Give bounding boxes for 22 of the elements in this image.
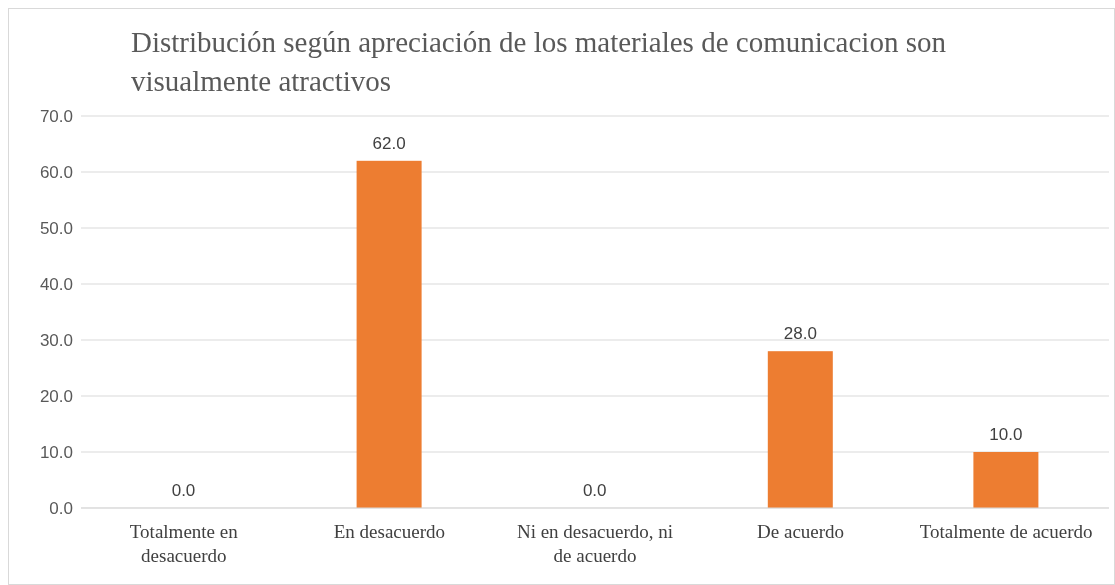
- x-tick-label: De acuerdo: [757, 521, 845, 542]
- y-tick-label: 40.0: [39, 275, 73, 295]
- bar: [767, 351, 833, 508]
- data-label: 28.0: [783, 324, 817, 344]
- data-label: 62.0: [372, 133, 406, 153]
- x-tick-label: En desacuerdo: [333, 521, 446, 542]
- y-tick-label: 0.0: [49, 499, 73, 519]
- x-tick-label: Totalmente en desacuerdo: [129, 521, 239, 566]
- x-tick-label: Totalmente de acuerdo: [919, 521, 1093, 542]
- chart-title: Distribución según apreciación de los materiales de comunicacion son visualmente atractivos: [131, 25, 947, 99]
- y-tick-label: 70.0: [39, 107, 73, 127]
- y-tick-label: 60.0: [39, 163, 73, 183]
- y-tick-label: 20.0: [39, 387, 73, 407]
- bar: [356, 160, 422, 508]
- data-label: 0.0: [171, 481, 196, 500]
- data-label: 10.0: [989, 425, 1023, 444]
- y-tick-label: 10.0: [39, 443, 73, 463]
- y-tick-label: 30.0: [39, 331, 73, 351]
- y-tick-label: 50.0: [39, 219, 73, 239]
- bar: [973, 452, 1039, 508]
- data-label: 0.0: [582, 481, 607, 500]
- x-tick-label: Ni en desacuerdo, ni de acuerdo: [516, 521, 674, 566]
